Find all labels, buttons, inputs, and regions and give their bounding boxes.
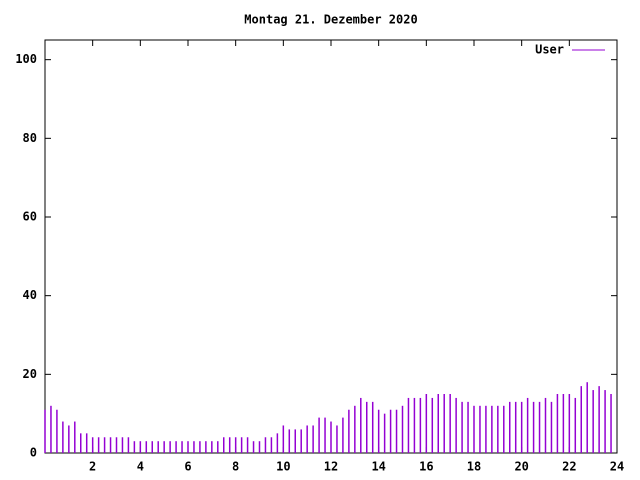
x-tick-label: 4 [137, 460, 144, 474]
y-tick-label: 40 [23, 288, 37, 302]
x-tick-label: 10 [276, 460, 290, 474]
x-tick-label: 18 [467, 460, 481, 474]
x-tick-label: 14 [371, 460, 385, 474]
plot-frame [44, 39, 618, 454]
x-tick-label: 20 [514, 460, 528, 474]
y-tick-label: 60 [23, 210, 37, 224]
legend-label: User [535, 43, 564, 57]
x-tick-label: 24 [610, 460, 624, 474]
y-tick-label: 20 [23, 367, 37, 381]
x-tick-label: 12 [324, 460, 338, 474]
y-tick-label: 100 [15, 52, 37, 66]
x-tick-label: 6 [184, 460, 191, 474]
y-tick-label: 80 [23, 131, 37, 145]
y-tick-label: 0 [30, 446, 37, 460]
x-tick-label: 16 [419, 460, 433, 474]
x-tick-label: 2 [89, 460, 96, 474]
x-tick-label: 8 [232, 460, 239, 474]
chart-title: Montag 21. Dezember 2020 [244, 13, 417, 27]
x-tick-label: 22 [562, 460, 576, 474]
